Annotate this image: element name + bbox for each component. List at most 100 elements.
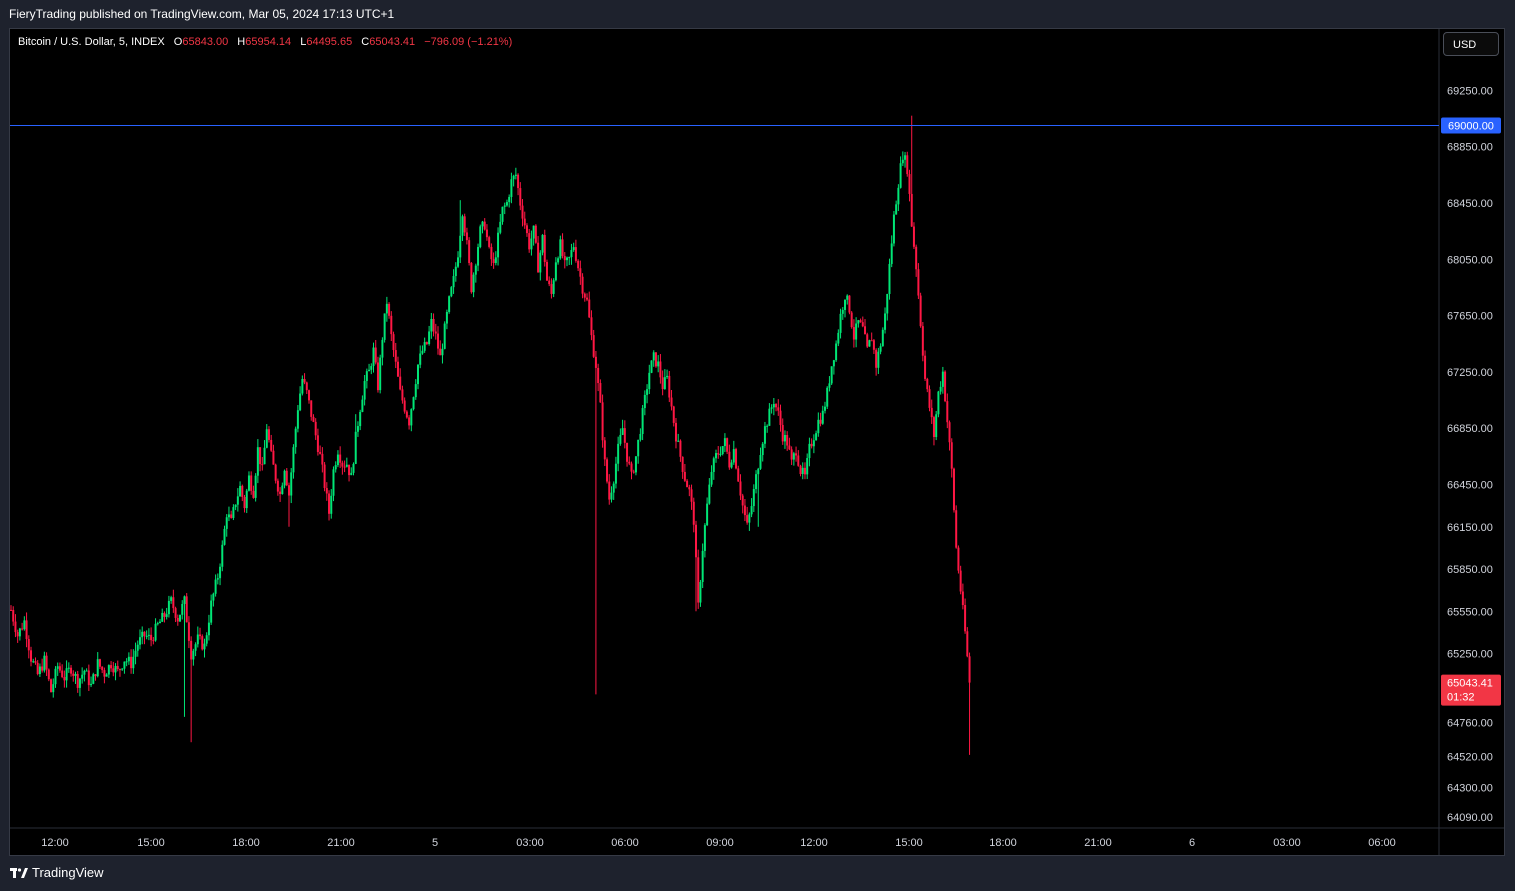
candle-body [599,383,602,403]
candle-body [110,665,113,669]
candle-body [939,386,942,392]
candle-body [250,475,253,491]
candle-body [817,419,820,434]
candle-body [508,196,511,203]
candle-body [314,421,317,436]
candle-body [147,634,150,636]
candle-body [570,249,573,258]
candle-body [679,440,682,457]
candle-body [777,407,780,411]
candle-body [43,655,46,671]
candle-body [521,205,524,219]
candle-body [312,416,315,422]
candle-body [334,465,337,470]
candle-body [614,463,617,484]
candle-body [501,206,504,222]
candle-body [76,673,79,688]
candle-body [381,339,384,358]
candle-body [441,348,444,356]
candle-body [721,446,724,455]
bar-countdown-label: 01:32 [1447,692,1475,704]
candle-body [336,454,339,466]
candle-body [543,234,546,262]
candle-body [98,659,101,667]
candle-body [143,631,146,636]
candle-body [672,406,675,423]
chart-area[interactable]: 64090.00 64300.00 64520.00 64760.00 65250.00… [9,28,1505,856]
candle-body [752,489,755,507]
candle-body [677,440,680,442]
candle-body [403,400,406,412]
candle-body [114,665,117,673]
candle-body [236,496,239,505]
candle-body [125,661,128,663]
candle-body [18,628,21,637]
candle-body [554,262,557,281]
candle-body [25,620,28,640]
candle-body [379,357,382,391]
candle-body [821,410,824,424]
candle-body [755,474,758,490]
candle-body [316,435,319,452]
candle-body [225,517,228,529]
candle-body [681,456,684,472]
candle-body [910,193,913,227]
candle-body [101,666,104,671]
candle-body [652,352,655,361]
candle-body [788,445,791,450]
candle-body [917,269,920,296]
candle-body [623,428,626,443]
candle-body [557,258,560,263]
candle-body [781,424,784,442]
candle-body [356,426,359,432]
candle-body [579,268,582,277]
candle-body [628,461,631,464]
tradingview-logo[interactable]: TradingView [10,865,104,880]
time-tick-label: 03:00 [1273,837,1301,849]
candle-body [701,550,704,583]
candle-body [944,371,947,402]
high-label: H [237,36,246,48]
currency-button[interactable]: USD [1443,32,1499,56]
price-tick-label: 67650.00 [1447,311,1493,323]
price-tick-label: 64760.00 [1447,717,1493,729]
candle-body [485,229,488,238]
candle-body [952,468,955,511]
candle-body [799,465,802,475]
candlestick-chart[interactable]: 64090.00 64300.00 64520.00 64760.00 65250.00… [10,29,1504,855]
candle-body [116,665,119,670]
candle-body [881,329,884,347]
candle-body [65,668,68,681]
candle-body [181,603,184,615]
tradingview-icon [10,867,28,878]
candle-body [906,155,909,175]
candle-body [256,447,259,476]
price-tick-label: 68450.00 [1447,198,1493,210]
candle-body [545,261,548,281]
candle-body [263,447,266,465]
candle-body [779,410,782,425]
close-label: C [361,36,370,48]
candle-body [365,371,368,381]
candle-body [919,295,922,327]
candle-body [192,650,195,660]
candle-body [510,179,513,197]
price-tick-label: 64520.00 [1447,751,1493,763]
candle-body [859,320,862,323]
candle-body [274,464,277,481]
candle-body [537,242,540,273]
time-tick-label: 09:00 [706,837,734,849]
candle-body [619,434,622,444]
candle-body [14,621,17,633]
candle-body [930,407,933,418]
candle-body [737,468,740,482]
horizontal-line-label: 69000.00 [1448,121,1494,133]
candle-body [450,287,453,297]
candle-body [161,612,164,622]
candle-body [735,449,738,469]
time-tick-label: 21:00 [327,837,355,849]
candle-body [683,471,686,481]
candle-body [150,634,153,641]
candle-body [719,454,722,456]
candle-body [325,487,328,494]
